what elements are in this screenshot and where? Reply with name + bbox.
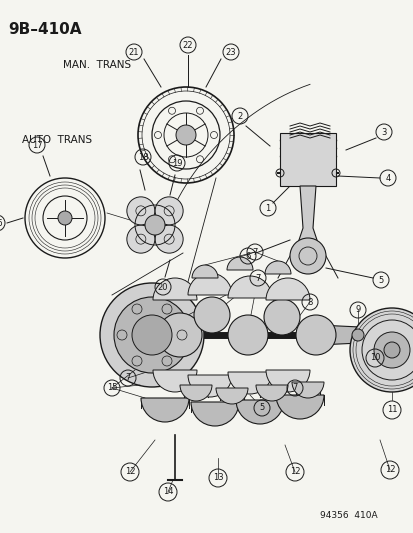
Text: 7: 7 [252,247,257,256]
Text: 3: 3 [380,127,386,136]
Circle shape [126,225,154,253]
Circle shape [176,125,195,145]
Circle shape [228,315,267,355]
Wedge shape [266,370,309,392]
Text: 7: 7 [255,273,260,282]
Polygon shape [297,186,317,243]
Circle shape [295,315,335,355]
Text: 13: 13 [212,473,223,482]
Text: 2: 2 [237,111,242,120]
Text: 19: 19 [171,158,182,167]
Text: 14: 14 [162,488,173,497]
Wedge shape [228,276,271,298]
Text: 7: 7 [125,374,131,383]
Text: 16: 16 [0,219,2,228]
Text: 94356  410A: 94356 410A [319,511,377,520]
Text: 5: 5 [377,276,383,285]
Text: 10: 10 [369,353,379,362]
Wedge shape [141,398,189,422]
Text: 12: 12 [124,467,135,477]
Text: 15: 15 [107,384,117,392]
Text: 12: 12 [384,465,394,474]
Circle shape [100,283,204,387]
Circle shape [373,332,409,368]
Text: 4: 4 [385,174,390,182]
Circle shape [263,299,299,335]
Circle shape [155,225,183,253]
Text: 9: 9 [354,305,360,314]
Wedge shape [192,265,218,278]
Wedge shape [153,370,197,392]
Text: 20: 20 [157,282,168,292]
Text: 1: 1 [265,204,270,213]
Wedge shape [255,385,287,401]
Wedge shape [291,382,323,398]
Text: 11: 11 [386,406,396,415]
Wedge shape [266,278,309,300]
Polygon shape [279,133,335,186]
Wedge shape [264,261,290,274]
Text: 18: 18 [138,152,148,161]
Wedge shape [216,388,247,404]
Wedge shape [190,402,238,426]
Wedge shape [188,273,231,295]
Wedge shape [153,278,197,300]
Circle shape [145,215,165,235]
Circle shape [351,329,363,341]
Polygon shape [317,325,359,345]
Text: 9B–410A: 9B–410A [8,22,81,37]
Circle shape [126,197,154,225]
Wedge shape [188,375,231,397]
Text: 21: 21 [128,47,139,56]
Circle shape [114,297,190,373]
Text: 6: 6 [245,252,250,261]
Circle shape [155,197,183,225]
Circle shape [289,238,325,274]
Wedge shape [226,257,252,270]
Wedge shape [228,372,271,394]
Circle shape [194,297,230,333]
Wedge shape [180,385,211,401]
Circle shape [132,315,171,355]
Text: 8: 8 [306,297,312,306]
Text: 22: 22 [182,41,193,50]
Text: 12: 12 [289,467,299,477]
Text: 17: 17 [32,141,42,149]
Text: 23: 23 [225,47,236,56]
Text: MAN.  TRANS: MAN. TRANS [63,60,131,70]
Text: 7: 7 [292,384,297,392]
Circle shape [158,313,202,357]
Circle shape [383,342,399,358]
Text: AUTO  TRANS: AUTO TRANS [22,135,92,145]
Circle shape [58,211,72,225]
Circle shape [349,308,413,392]
Text: 5: 5 [259,403,264,413]
Wedge shape [235,400,283,424]
Wedge shape [275,395,323,419]
